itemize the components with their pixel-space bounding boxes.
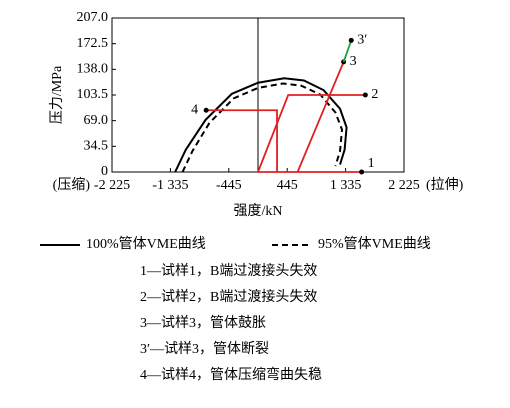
sample-end	[362, 92, 368, 98]
note: 3—试样3，管体鼓胀	[140, 315, 266, 331]
sample-end	[348, 37, 354, 43]
vme-curve	[174, 77, 348, 173]
note: 4—试样4，管体压缩弯曲失稳	[140, 366, 322, 383]
sample-end	[203, 107, 209, 113]
sample-path	[342, 40, 353, 63]
x-axis-label: 强度/kN	[234, 203, 283, 219]
x-tick-label: 1 335	[330, 178, 362, 193]
vme-curve	[181, 82, 344, 173]
x-tick-label: -2 225	[94, 178, 130, 193]
x-right-note: (拉伸)	[426, 177, 464, 193]
sample-label: 3′	[357, 33, 367, 48]
y-tick-label: 0	[101, 164, 108, 179]
sample-path	[206, 109, 278, 172]
x-tick-label: -445	[216, 178, 242, 193]
sample-label: 3	[350, 54, 357, 69]
y-tick-label: 34.5	[84, 139, 109, 154]
y-axis-label: 压力/MPa	[49, 65, 65, 124]
note: 3′—试样3，管体断裂	[140, 341, 269, 357]
y-tick-label: 138.0	[77, 62, 109, 77]
legend-label: 100%管体VME曲线	[86, 236, 206, 252]
x-tick-label: 445	[277, 178, 298, 193]
sample-path	[296, 61, 345, 173]
sample-label: 1	[368, 156, 375, 171]
sample-path	[257, 94, 366, 173]
y-tick-label: 69.0	[84, 113, 109, 128]
x-tick-label: 2 225	[388, 178, 420, 193]
sample-label: 2	[371, 87, 378, 102]
y-tick-label: 207.0	[77, 10, 109, 25]
y-tick-label: 172.5	[77, 36, 109, 51]
note: 2—试样2，B端过渡接头失效	[140, 288, 317, 305]
x-tick-label: -1 335	[152, 178, 188, 193]
sample-label: 4	[191, 102, 198, 117]
x-left-note: (压缩)	[53, 177, 91, 193]
sample-end	[359, 169, 365, 175]
legend-label: 95%管体VME曲线	[318, 236, 431, 252]
y-tick-label: 103.5	[77, 87, 109, 102]
note: 1—试样1，B端过渡接头失效	[140, 262, 317, 279]
